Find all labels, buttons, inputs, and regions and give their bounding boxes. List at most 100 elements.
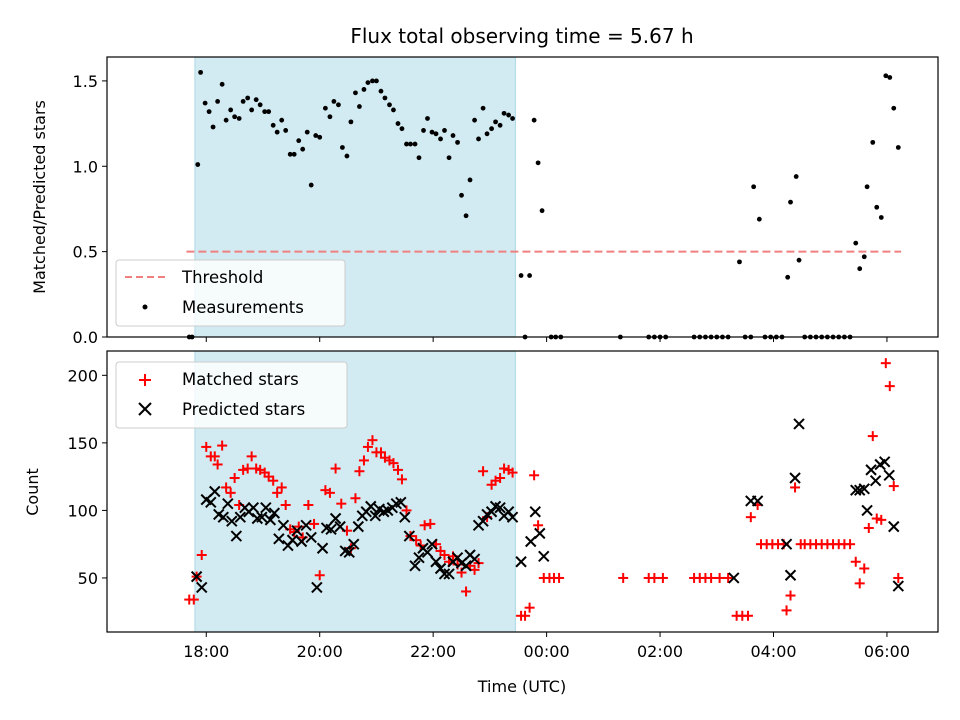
top-legend-box xyxy=(115,259,346,327)
measurement-point xyxy=(357,104,362,109)
measurement-point xyxy=(489,126,494,132)
matched-star-point xyxy=(330,463,341,474)
predicted-star-point xyxy=(222,497,234,510)
matched-star-point xyxy=(649,572,660,583)
x-tick-label: 02:00 xyxy=(637,642,683,661)
matched-star-point xyxy=(201,441,212,452)
legend-predicted-swatch xyxy=(138,402,152,416)
measurement-point xyxy=(331,98,337,104)
measurement-point xyxy=(219,81,225,87)
measurement-point xyxy=(232,114,238,120)
matched-star-point xyxy=(745,512,756,523)
predicted-star-point xyxy=(789,472,801,484)
predicted-star-point xyxy=(438,568,451,580)
matched-star-point xyxy=(246,451,257,462)
predicted-star-point xyxy=(506,511,519,523)
predicted-star-point xyxy=(460,560,472,572)
legend-matched-label: Matched stars xyxy=(182,370,299,389)
predicted-star-point xyxy=(300,519,312,531)
measurement-point xyxy=(228,107,234,113)
predicted-star-point xyxy=(793,418,805,430)
matched-star-point xyxy=(888,481,899,492)
measurement-point xyxy=(857,266,863,272)
matched-star-point xyxy=(324,487,335,498)
matched-star-point xyxy=(529,470,540,481)
predicted-star-point xyxy=(352,520,364,533)
measurement-point xyxy=(870,139,876,145)
measurement-point xyxy=(287,151,293,157)
predicted-star-point xyxy=(892,580,905,592)
measurement-point xyxy=(257,102,263,108)
predicted-star-point xyxy=(205,496,217,509)
measurement-point xyxy=(206,109,212,115)
measurement-point xyxy=(887,75,893,80)
predicted-star-point xyxy=(883,469,895,481)
matched-star-point xyxy=(533,520,544,531)
measurement-point xyxy=(391,107,396,113)
bottom-y-axis-label: Count xyxy=(23,468,42,516)
bottom-legend: Matched stars Predicted stars xyxy=(115,361,348,429)
legend-measurements-swatch xyxy=(142,304,148,310)
measurement-point xyxy=(501,110,507,116)
measurement-point xyxy=(270,122,276,128)
measurement-point xyxy=(240,98,246,104)
x-tick-label: 00:00 xyxy=(524,642,570,661)
legend-matched-swatch xyxy=(139,374,151,386)
bot-y-tick-label: 200 xyxy=(67,366,98,385)
measurement-point xyxy=(340,145,345,150)
chart-title: Flux total observing time = 5.67 h xyxy=(350,24,693,48)
matched-star-point xyxy=(225,487,236,498)
predicted-star-point xyxy=(413,551,425,564)
matched-star-point xyxy=(401,505,412,516)
measurement-point xyxy=(891,105,897,111)
predicted-star-point xyxy=(305,531,317,544)
predicted-star-point xyxy=(421,546,434,559)
measurement-point xyxy=(484,131,490,137)
predicted-star-point xyxy=(348,538,360,550)
matched-star-point xyxy=(478,466,489,477)
matched-star-point xyxy=(358,455,369,466)
measurement-point xyxy=(365,80,371,86)
matched-star-point xyxy=(425,518,436,529)
matched-star-point xyxy=(893,572,904,583)
matched-star-point xyxy=(309,518,320,529)
measurement-point xyxy=(751,184,757,190)
matched-star-point xyxy=(618,572,629,583)
x-tick-label: 20:00 xyxy=(297,642,343,661)
matched-star-point xyxy=(790,482,801,493)
predicted-star-point xyxy=(264,514,277,526)
matched-star-point xyxy=(520,610,531,621)
measurement-point xyxy=(317,134,323,140)
measurement-point xyxy=(539,208,545,214)
measurement-point xyxy=(467,177,473,183)
predicted-star-point xyxy=(230,530,243,542)
top-legend: Threshold Measurements xyxy=(115,259,346,327)
measurement-point xyxy=(202,100,208,106)
matched-star-point xyxy=(272,487,283,498)
measurement-point xyxy=(438,136,443,142)
measurement-point xyxy=(279,117,285,123)
matched-star-point xyxy=(554,572,565,583)
matched-star-point xyxy=(867,431,878,442)
top-y-tick-label: 1.0 xyxy=(73,157,98,176)
matched-star-point xyxy=(212,459,223,470)
measurement-point xyxy=(215,98,221,104)
measurement-point xyxy=(344,153,350,159)
matched-star-point xyxy=(336,498,347,509)
measurement-point xyxy=(446,155,452,161)
predicted-star-point xyxy=(343,546,355,559)
measurement-point xyxy=(327,114,333,120)
predicted-star-point xyxy=(369,510,382,522)
measurement-point xyxy=(223,117,229,123)
matched-star-point xyxy=(657,572,668,583)
matched-star-point xyxy=(507,467,518,478)
matched-star-point xyxy=(871,513,882,524)
matched-star-point xyxy=(396,474,407,485)
measurement-point xyxy=(378,88,384,94)
measurement-point xyxy=(374,78,379,84)
x-tick-label: 04:00 xyxy=(750,642,796,661)
matched-star-point xyxy=(419,520,430,531)
matched-star-point xyxy=(242,463,253,474)
x-axis-label: Time (UTC) xyxy=(477,677,566,696)
measurement-point xyxy=(518,273,524,278)
